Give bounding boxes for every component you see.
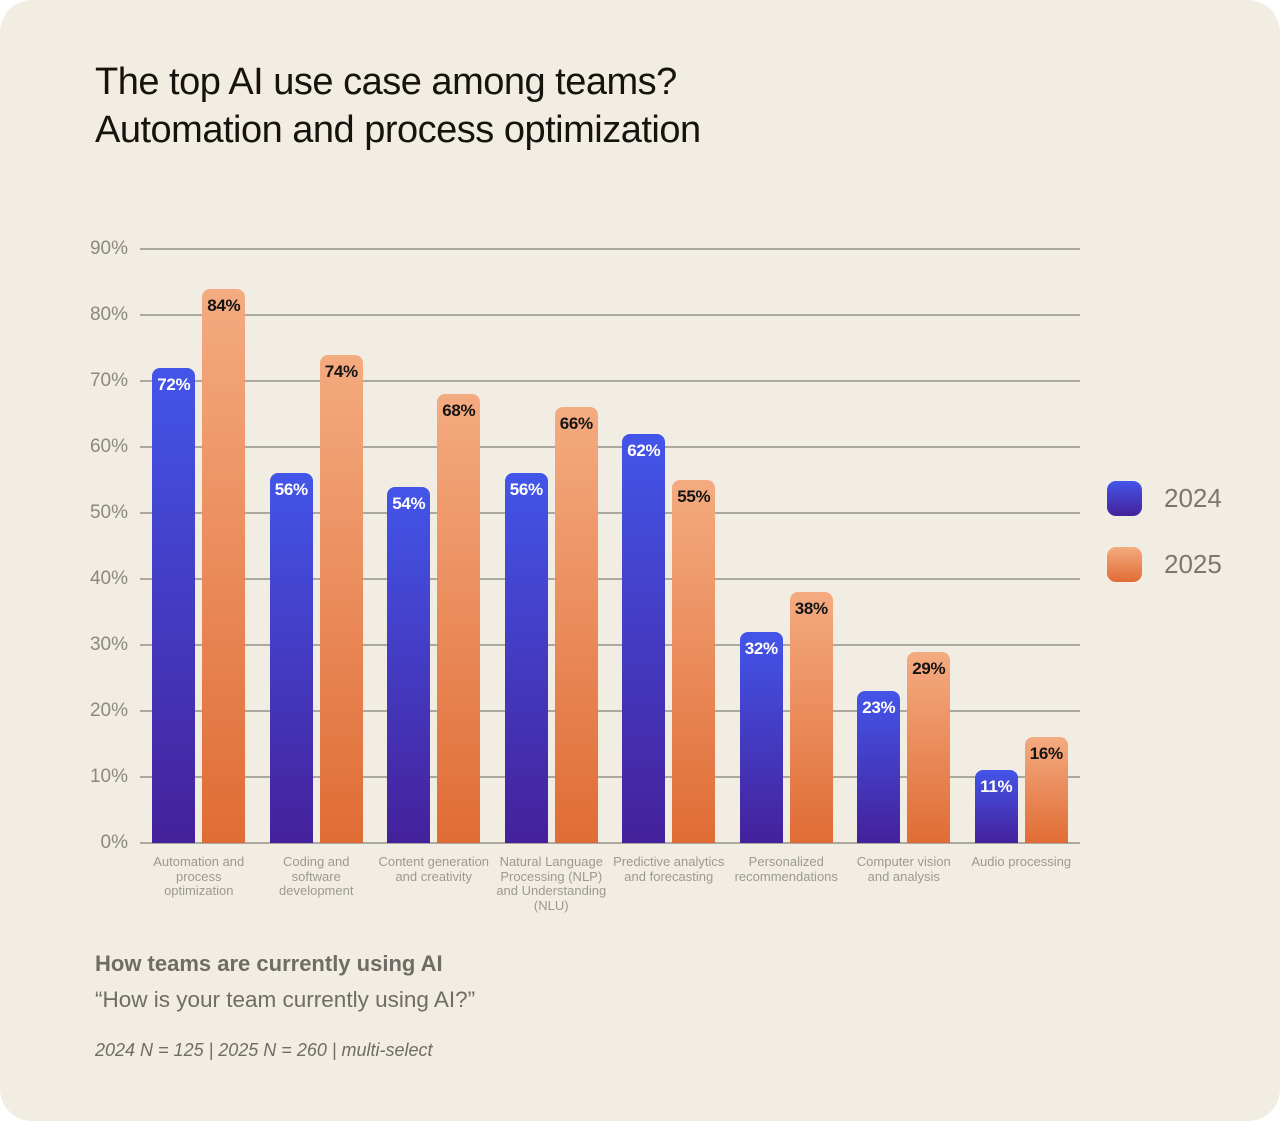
bar-2025: 38% bbox=[789, 592, 833, 843]
bar-group: 32% 38% bbox=[728, 249, 846, 843]
legend-swatch-2024 bbox=[1107, 481, 1142, 516]
bar-2024: 23% bbox=[857, 691, 901, 843]
x-axis-label: Predictive analytics and forecasting bbox=[613, 854, 725, 884]
gridline bbox=[140, 314, 1080, 316]
bar-2024: 56% bbox=[504, 473, 548, 843]
y-axis-label: 10% bbox=[89, 766, 128, 787]
bar-2024: 11% bbox=[974, 770, 1018, 843]
x-axis-labels: Automation and process optimization Codin… bbox=[140, 854, 1080, 913]
bar-group: 11% 16% bbox=[963, 249, 1081, 843]
bar-group: 23% 29% bbox=[845, 249, 963, 843]
footer-question: “How is your team currently using AI?” bbox=[95, 987, 476, 1012]
legend: 2024 2025 bbox=[1107, 481, 1222, 613]
y-axis-label: 30% bbox=[89, 634, 128, 655]
gridline bbox=[140, 578, 1080, 580]
x-axis-label: Natural Language Processing (NLP) and Un… bbox=[496, 854, 607, 913]
footer-heading: How teams are currently using AI bbox=[95, 951, 443, 976]
gridline bbox=[140, 842, 1080, 844]
bar-2025: 84% bbox=[202, 288, 246, 843]
bar-2025: 16% bbox=[1024, 737, 1068, 843]
plot-area: 0% 10% 20% 30% 40% 50% 60% 70% 80% 90% 72% 84% 56% 74… bbox=[90, 238, 1081, 853]
bar-value-label: 16% bbox=[1029, 744, 1063, 764]
bar-value-label: 32% bbox=[744, 638, 778, 658]
bar-value-label: 72% bbox=[157, 374, 191, 394]
x-axis-label: Automation and process optimization bbox=[153, 854, 245, 898]
gridline bbox=[140, 776, 1080, 778]
bar-value-label: 56% bbox=[274, 480, 308, 500]
bar-value-label: 11% bbox=[980, 777, 1013, 797]
legend-swatch-2025 bbox=[1107, 547, 1142, 582]
y-axis-label: 70% bbox=[89, 370, 128, 391]
bar-value-label: 29% bbox=[912, 658, 946, 678]
bar-2024: 56% bbox=[269, 473, 313, 843]
bar-group: 62% 55% bbox=[610, 249, 728, 843]
y-axis-label: 20% bbox=[89, 700, 128, 721]
footer-note: 2024 N = 125 | 2025 N = 260 | multi-sele… bbox=[95, 1040, 433, 1060]
y-axis-label: 60% bbox=[89, 436, 128, 457]
chart-title-line2: Automation and process optimization bbox=[95, 109, 701, 151]
bar-value-label: 68% bbox=[442, 401, 476, 421]
gridline bbox=[140, 248, 1080, 250]
bar-value-label: 55% bbox=[677, 487, 711, 506]
bar-value-label: 74% bbox=[324, 361, 358, 381]
legend-label: 2024 bbox=[1164, 483, 1222, 513]
bar-value-label: 62% bbox=[627, 440, 661, 460]
gridline bbox=[140, 710, 1080, 712]
bar-2024: 32% bbox=[739, 631, 783, 843]
y-axis-label: 50% bbox=[89, 502, 128, 523]
gridline bbox=[140, 380, 1080, 382]
bar-group: 56% 74% bbox=[258, 249, 376, 843]
x-axis-label: Audio processing bbox=[971, 854, 1072, 869]
bar-value-label: 23% bbox=[862, 698, 896, 718]
bar-value-label: 66% bbox=[559, 414, 593, 434]
bar-group: 54% 68% bbox=[375, 249, 493, 843]
x-axis-label: Personalized recommendations bbox=[734, 854, 838, 884]
chart-title: The top AI use case among teams? Automat… bbox=[95, 58, 701, 154]
gridline bbox=[140, 446, 1080, 448]
bar-2025: 74% bbox=[319, 354, 363, 843]
bar-value-label: 56% bbox=[509, 480, 543, 500]
bar-2025: 55% bbox=[672, 480, 716, 843]
bar-2025: 68% bbox=[437, 394, 481, 843]
gridline bbox=[140, 512, 1080, 514]
x-axis-label: Coding and software development bbox=[279, 854, 354, 898]
gridline bbox=[140, 644, 1080, 646]
bar-value-label: 38% bbox=[794, 599, 828, 619]
legend-label: 2025 bbox=[1164, 549, 1222, 579]
bar-2025: 66% bbox=[554, 407, 598, 843]
bar-value-label: 84% bbox=[207, 295, 241, 315]
chart-title-line1: The top AI use case among teams? bbox=[95, 61, 677, 103]
bar-2025: 29% bbox=[907, 651, 951, 843]
y-axis-label: 90% bbox=[89, 238, 128, 259]
y-axis-label: 0% bbox=[100, 832, 128, 853]
bar-2024: 62% bbox=[622, 433, 666, 843]
bar-2024: 72% bbox=[152, 367, 196, 843]
bar-2024: 54% bbox=[387, 486, 431, 843]
bar-value-label: 54% bbox=[392, 493, 426, 513]
y-axis-label: 40% bbox=[89, 568, 128, 589]
x-axis-label: Content generation and creativity bbox=[378, 854, 490, 884]
legend-item: 2024 bbox=[1107, 481, 1222, 516]
y-axis-label: 80% bbox=[89, 304, 128, 325]
bar-group: 72% 84% bbox=[140, 249, 258, 843]
bar-group: 56% 66% bbox=[493, 249, 611, 843]
legend-item: 2025 bbox=[1107, 547, 1222, 582]
x-axis-label: Computer vision and analysis bbox=[856, 854, 951, 884]
